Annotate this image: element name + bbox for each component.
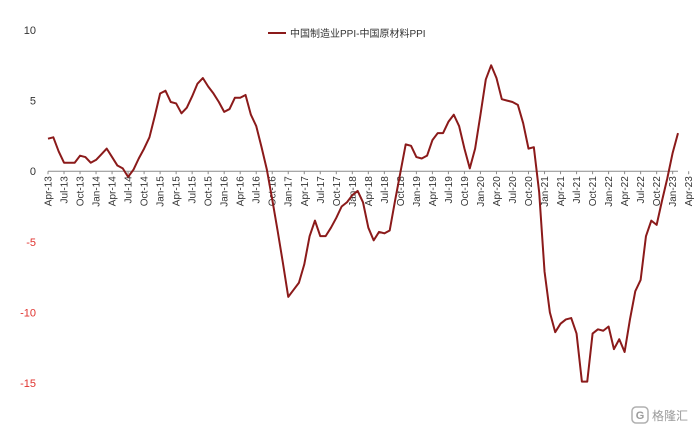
x-tick-label: Jul-17 <box>316 176 327 204</box>
x-tick-label: Oct-21 <box>588 176 599 206</box>
legend-label: 中国制造业PPI-中国原材料PPI <box>290 27 426 40</box>
watermark: G 格隆汇 <box>631 406 688 424</box>
legend: 中国制造业PPI-中国原材料PPI <box>268 27 426 40</box>
x-tick-label: Jan-23 <box>668 176 679 207</box>
series-layer <box>47 64 679 383</box>
x-tick-label: Oct-19 <box>460 176 471 206</box>
x-tick-label: Apr-13 <box>44 176 55 206</box>
x-tick-label: Apr-22 <box>620 176 631 206</box>
x-tick-label: Jan-21 <box>540 176 551 207</box>
x-tick-label: Oct-13 <box>76 176 87 206</box>
x-tick-label: Oct-15 <box>204 176 215 206</box>
x-tick-label: Oct-16 <box>268 176 279 206</box>
x-tick-label: Oct-22 <box>652 176 663 206</box>
x-tick-label: Apr-17 <box>300 176 311 206</box>
x-tick-label: Jul-15 <box>188 176 199 204</box>
x-tick-label: Oct-14 <box>140 176 151 206</box>
x-tick-label: Jan-22 <box>604 176 615 207</box>
x-tick-label: Jan-19 <box>412 176 423 207</box>
watermark-text: 格隆汇 <box>652 408 688 423</box>
x-tick-label: Apr-15 <box>172 176 183 206</box>
x-tick-label: Jul-21 <box>572 176 583 204</box>
y-tick-label: 10 <box>24 25 36 37</box>
x-axis: Apr-13 Jul-13 Oct-13 Jan-14 Apr-14 Jul-14 Oct-… <box>44 171 695 207</box>
svg-text:G: G <box>636 410 645 422</box>
x-tick-label: Jul-14 <box>124 176 135 204</box>
x-tick-label: Jul-19 <box>444 176 455 204</box>
x-tick-label: Oct-17 <box>332 176 343 206</box>
x-tick-label: Apr-14 <box>108 176 119 206</box>
x-tick-label: Jan-15 <box>156 176 167 207</box>
y-tick-label: -15 <box>20 378 36 390</box>
x-tick-label: Jan-17 <box>284 176 295 207</box>
x-tick-label: Apr-21 <box>556 176 567 206</box>
y-tick-label: -10 <box>20 307 36 319</box>
x-tick-label: Jan-20 <box>476 176 487 207</box>
x-tick-label: Jan-18 <box>348 176 359 207</box>
x-tick-label: Apr-19 <box>428 176 439 206</box>
series-line <box>47 64 679 383</box>
x-tick-label: Apr-20 <box>492 176 503 206</box>
x-tick-label: Oct-20 <box>524 176 535 206</box>
y-tick-label: 5 <box>30 96 36 108</box>
x-tick-label: Jul-18 <box>380 176 391 204</box>
x-tick-label: Apr-18 <box>364 176 375 206</box>
logo-mark-icon: G <box>631 406 649 424</box>
x-tick-label: Jan-16 <box>220 176 231 207</box>
x-tick-label: Jan-14 <box>92 176 103 207</box>
y-tick-label: 0 <box>30 166 36 178</box>
x-tick-label: Jul-13 <box>60 176 71 204</box>
x-tick-label: Jul-16 <box>252 176 263 204</box>
x-tick-label: Apr-16 <box>236 176 247 206</box>
y-tick-label: -5 <box>26 237 36 249</box>
x-tick-label: Oct-18 <box>396 176 407 206</box>
y-axis: 10 5 0 -5 -10 -15 <box>20 25 36 390</box>
x-tick-label: Apr-23 <box>684 176 695 206</box>
x-tick-label: Jul-22 <box>636 176 647 204</box>
x-tick-label: Jul-20 <box>508 176 519 204</box>
